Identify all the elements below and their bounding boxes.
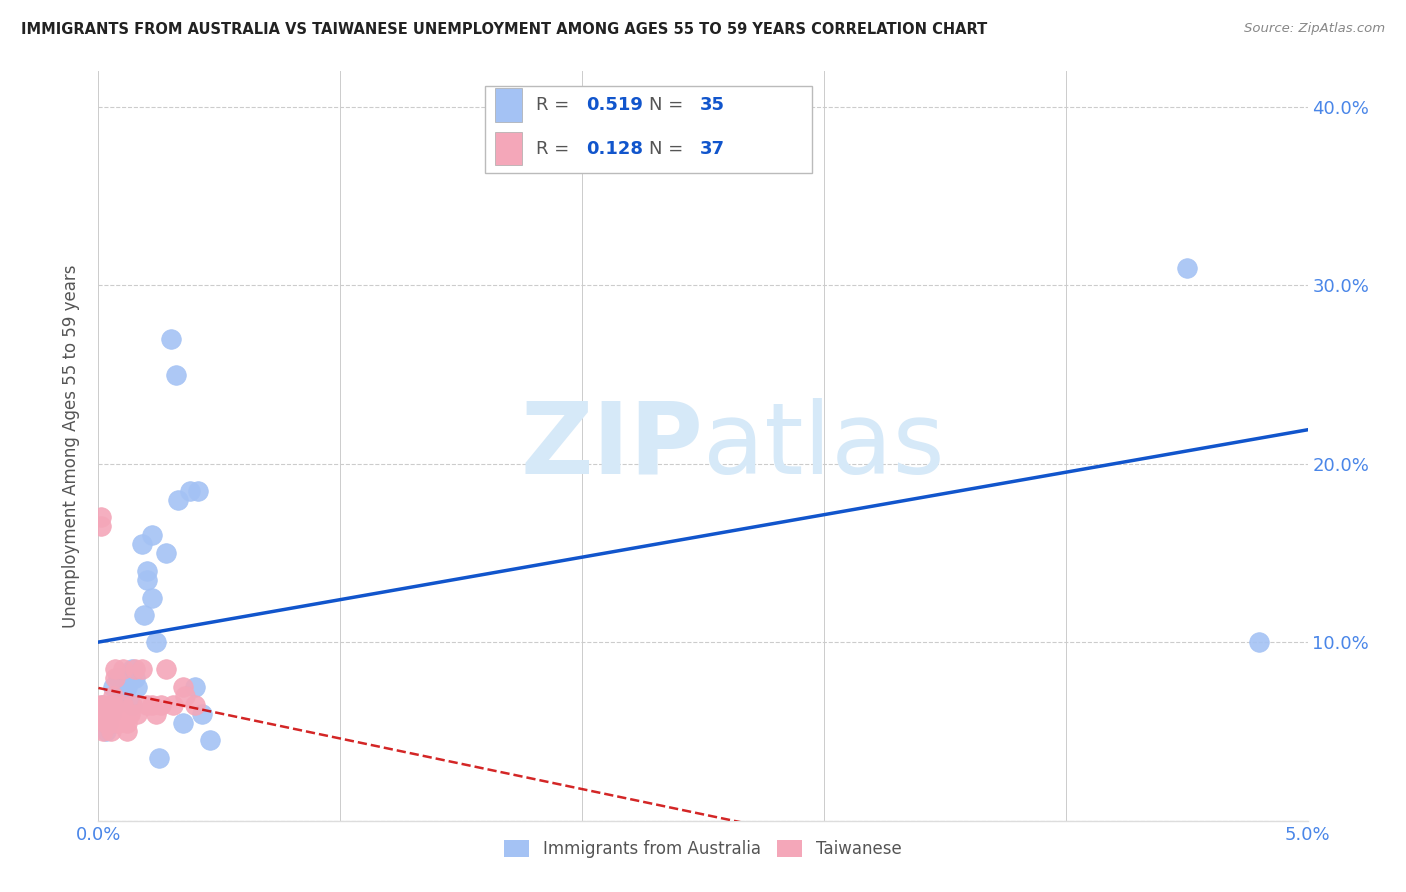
Point [1249, 635, 1271, 649]
Point [198, 733, 221, 747]
Point [165, 368, 187, 382]
Point [184, 698, 207, 712]
Text: 0.128: 0.128 [586, 139, 643, 158]
FancyBboxPatch shape [495, 88, 522, 122]
Point [135, 564, 157, 578]
Point [117, 680, 139, 694]
Point [108, 706, 131, 721]
Point [124, 671, 146, 685]
Point [117, 715, 139, 730]
Point [91, 724, 114, 739]
Point [155, 546, 177, 560]
Point [111, 698, 134, 712]
Point [179, 483, 201, 498]
Point [111, 689, 134, 703]
Point [155, 662, 177, 676]
Point [107, 671, 129, 685]
Legend: Immigrants from Australia, Taiwanese: Immigrants from Australia, Taiwanese [498, 833, 908, 864]
Point [162, 698, 184, 712]
Point [172, 715, 194, 730]
Point [90, 510, 112, 524]
FancyBboxPatch shape [495, 132, 522, 165]
Point [150, 698, 173, 712]
Text: atlas: atlas [703, 398, 945, 494]
Point [174, 689, 197, 703]
Point [91, 698, 114, 712]
Point [187, 483, 209, 498]
Point [134, 608, 156, 623]
Point [184, 680, 207, 694]
Point [118, 706, 141, 721]
Text: 37: 37 [699, 139, 724, 158]
Point [117, 724, 139, 739]
Point [172, 680, 194, 694]
Point [135, 698, 157, 712]
Point [141, 528, 163, 542]
Text: Source: ZipAtlas.com: Source: ZipAtlas.com [1244, 22, 1385, 36]
FancyBboxPatch shape [485, 87, 811, 172]
Point [121, 698, 143, 712]
Point [141, 698, 163, 712]
Point [100, 698, 122, 712]
Point [97, 706, 120, 721]
Point [1175, 260, 1198, 275]
Point [91, 706, 114, 721]
Point [148, 751, 170, 765]
Point [124, 662, 146, 676]
Point [141, 591, 163, 605]
Point [94, 724, 117, 739]
Text: N =: N = [648, 139, 689, 158]
Point [145, 706, 167, 721]
Point [111, 662, 134, 676]
Point [160, 332, 183, 346]
Point [104, 662, 127, 676]
Point [121, 698, 143, 712]
Text: R =: R = [536, 96, 575, 114]
Point [131, 662, 153, 676]
Point [135, 573, 157, 587]
Point [90, 519, 112, 533]
Point [121, 662, 143, 676]
Point [89, 698, 111, 712]
Point [101, 689, 124, 703]
Point [97, 715, 120, 730]
Point [107, 715, 129, 730]
Text: 0.519: 0.519 [586, 96, 643, 114]
Point [127, 680, 149, 694]
Point [111, 680, 134, 694]
Text: R =: R = [536, 139, 575, 158]
Point [104, 698, 127, 712]
Point [94, 706, 117, 721]
Point [101, 706, 124, 721]
Point [131, 537, 153, 551]
Point [91, 698, 114, 712]
Point [101, 680, 124, 694]
Point [191, 706, 214, 721]
Point [145, 635, 167, 649]
Text: ZIP: ZIP [520, 398, 703, 494]
Point [100, 724, 122, 739]
Text: 35: 35 [699, 96, 724, 114]
Point [104, 671, 127, 685]
Y-axis label: Unemployment Among Ages 55 to 59 years: Unemployment Among Ages 55 to 59 years [62, 264, 80, 628]
Text: N =: N = [648, 96, 689, 114]
Text: IMMIGRANTS FROM AUSTRALIA VS TAIWANESE UNEMPLOYMENT AMONG AGES 55 TO 59 YEARS CO: IMMIGRANTS FROM AUSTRALIA VS TAIWANESE U… [21, 22, 987, 37]
Point [127, 706, 149, 721]
Point [101, 698, 124, 712]
Point [94, 715, 117, 730]
Point [100, 715, 122, 730]
Point [118, 671, 141, 685]
Point [100, 706, 122, 721]
Point [167, 492, 190, 507]
